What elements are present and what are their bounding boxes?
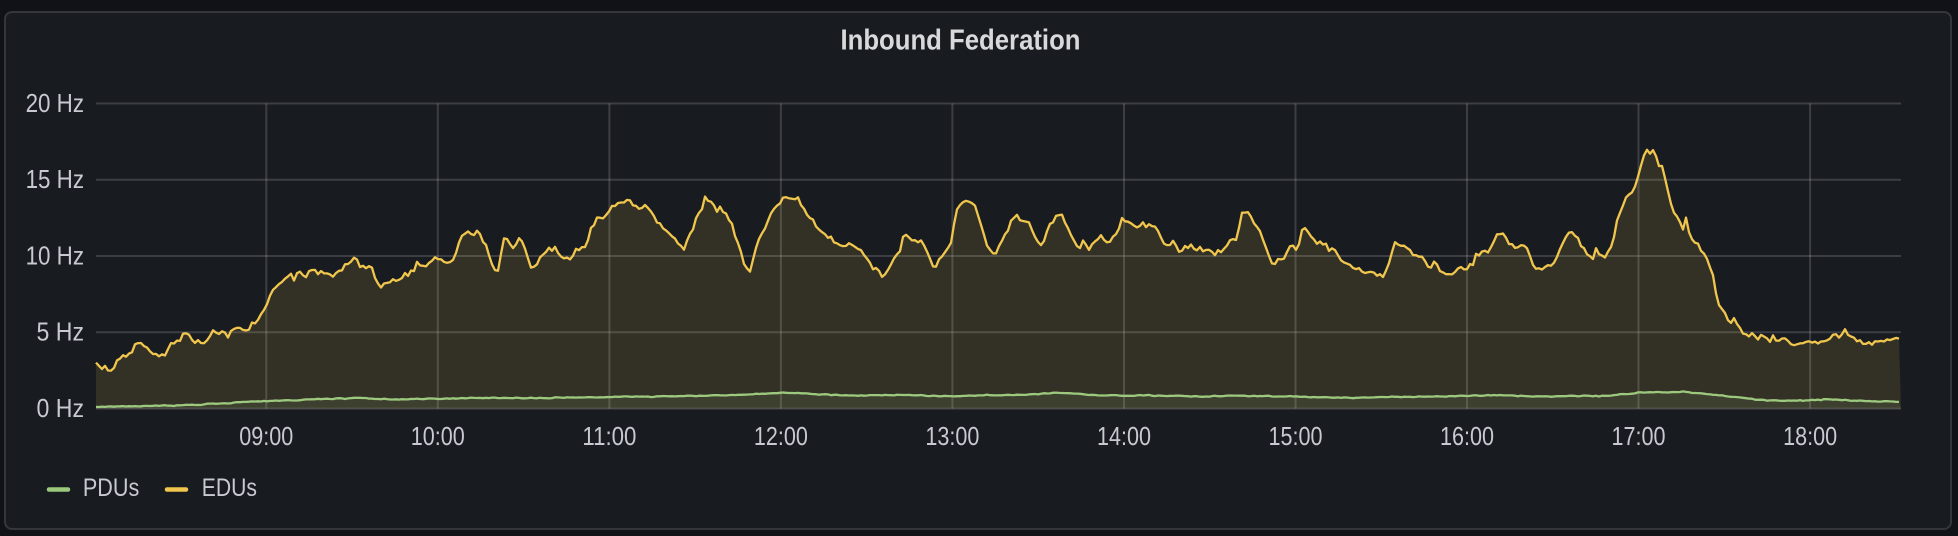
svg-text:0 Hz: 0 Hz	[37, 393, 85, 423]
svg-text:5 Hz: 5 Hz	[37, 317, 85, 347]
svg-text:20 Hz: 20 Hz	[26, 88, 84, 118]
svg-text:10 Hz: 10 Hz	[26, 240, 84, 270]
svg-text:10:00: 10:00	[411, 421, 465, 451]
svg-text:11:00: 11:00	[582, 421, 636, 451]
svg-text:09:00: 09:00	[239, 421, 293, 451]
svg-text:13:00: 13:00	[925, 421, 979, 451]
svg-text:PDUs: PDUs	[83, 474, 139, 502]
svg-text:14:00: 14:00	[1097, 421, 1151, 451]
svg-text:EDUs: EDUs	[202, 474, 257, 502]
svg-text:17:00: 17:00	[1612, 421, 1666, 451]
svg-text:18:00: 18:00	[1783, 421, 1837, 451]
svg-text:12:00: 12:00	[754, 421, 808, 451]
svg-text:15:00: 15:00	[1269, 421, 1323, 451]
svg-text:15 Hz: 15 Hz	[26, 164, 84, 194]
svg-text:16:00: 16:00	[1440, 421, 1494, 451]
svg-text:Inbound Federation: Inbound Federation	[841, 25, 1081, 57]
